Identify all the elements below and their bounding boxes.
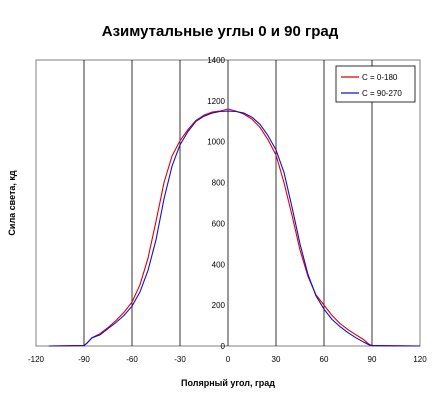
legend-box — [335, 65, 416, 103]
chart-title: Азимутальные углы 0 и 90 град — [102, 23, 339, 40]
y-tick-label: 600 — [212, 219, 226, 228]
legend-label-c90-270: C = 90-270 — [362, 89, 402, 98]
y-tick-label: 1000 — [207, 138, 225, 147]
y-tick-label: 1400 — [207, 56, 225, 65]
series-lines — [48, 108, 421, 347]
y-tick-label: 400 — [212, 260, 226, 269]
x-tick-label: 120 — [413, 355, 427, 364]
x-axis-label: Полярный угол, град — [181, 378, 275, 388]
y-tick-label: 1200 — [207, 97, 225, 106]
x-tick-label: 60 — [320, 355, 329, 364]
y-tick-label: 200 — [212, 301, 226, 310]
x-tick-label: 90 — [368, 355, 377, 364]
grid-lines — [83, 60, 373, 346]
y-axis-label: Сила света, кд — [7, 170, 17, 235]
series-line-0 — [48, 108, 421, 347]
x-tick-label: 30 — [272, 355, 281, 364]
tick-labels: -120 -90 -60 -30 0 30 60 90 12002004006008001000… — [28, 56, 427, 364]
x-tick-label: -60 — [126, 355, 138, 364]
legend-label-c0-180: C = 0-180 — [362, 73, 398, 82]
x-tick-label: -90 — [78, 355, 90, 364]
x-tick-label: 0 — [226, 355, 231, 364]
y-tick-label: 800 — [212, 179, 226, 188]
legend: C = 0-180 C = 90-270 — [335, 65, 416, 103]
y-tick-label: 0 — [221, 342, 226, 351]
x-tick-label: -30 — [174, 355, 186, 364]
x-tick-label: -120 — [28, 355, 45, 364]
series-line-1 — [48, 110, 421, 347]
